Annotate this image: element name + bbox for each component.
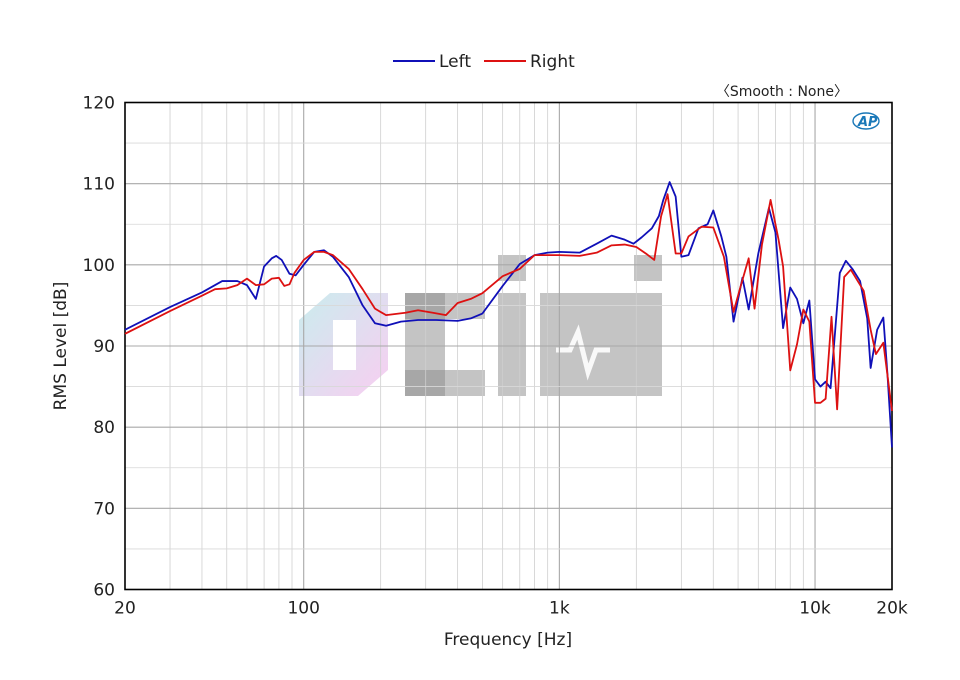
y-axis-ticks: 60 70 80 90 100 110 120 xyxy=(83,94,115,601)
watermark-block xyxy=(498,293,526,396)
x-tick-label: 1k xyxy=(549,599,570,619)
watermark-pulse-icon xyxy=(556,324,610,381)
x-tick-label: 20k xyxy=(876,599,908,619)
y-axis-label: RMS Level [dB] xyxy=(51,282,71,411)
x-tick-label: 10k xyxy=(799,599,831,619)
x-tick-label: 100 xyxy=(287,599,319,619)
smoothing-annotation: 〈Smooth : None〉 xyxy=(716,84,848,100)
ap-logo-ring xyxy=(852,112,880,130)
y-tick-label: 120 xyxy=(83,94,115,114)
series-layer xyxy=(124,181,893,448)
watermark-block xyxy=(540,293,662,396)
ap-logo-text: AP xyxy=(857,115,878,130)
y-tick-label: 110 xyxy=(83,175,115,195)
series-line-right xyxy=(124,193,893,412)
series-line-left xyxy=(124,181,893,448)
legend: Left Right xyxy=(393,52,575,72)
y-tick-label: 90 xyxy=(93,337,115,357)
y-tick-label: 70 xyxy=(93,499,115,519)
y-tick-label: 60 xyxy=(93,581,115,601)
watermark-block xyxy=(634,255,662,281)
plot-frame xyxy=(124,101,893,591)
y-tick-label: 80 xyxy=(93,418,115,438)
watermark-hex-shape xyxy=(299,293,388,396)
y-tick-label: 100 xyxy=(83,256,115,276)
watermark-block xyxy=(405,370,485,396)
grid xyxy=(125,102,892,590)
legend-label-right: Right xyxy=(530,52,575,72)
legend-label-left: Left xyxy=(439,52,471,72)
ap-logo: AP xyxy=(852,112,880,130)
x-axis-ticks: 20 100 1k 10k 20k xyxy=(114,599,908,619)
x-tick-label: 20 xyxy=(114,599,136,619)
x-axis-label: Frequency [Hz] xyxy=(444,630,572,650)
